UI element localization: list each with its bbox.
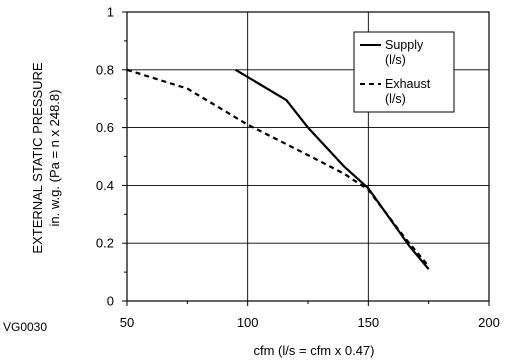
y-tick-label: 0.2 [96, 236, 114, 251]
legend-exhaust-unit: (l/s) [385, 92, 406, 106]
y-tick-label: 0 [107, 294, 114, 309]
y-tick-label: 0.4 [96, 178, 114, 193]
legend-supply-unit: (l/s) [385, 53, 406, 67]
legend-exhaust-label: Exhaust [385, 77, 431, 91]
x-tick-label: 50 [120, 315, 134, 330]
x-tick-label: 150 [357, 315, 379, 330]
y-axis-subtitle: in. w.g. (Pa = n x 248.8) [47, 90, 62, 227]
y-tick-label: 0.6 [96, 120, 114, 135]
y-tick-label: 0.8 [96, 62, 114, 77]
series-layer [126, 68, 430, 270]
supply-series-line [235, 68, 430, 270]
legend-supply-label: Supply [385, 38, 424, 52]
exhaust-series-line [126, 68, 430, 268]
x-tick-label: 200 [478, 315, 500, 330]
figure-code: VG0030 [3, 320, 47, 334]
y-axis-title: EXTERNAL STATIC PRESSURE [30, 62, 45, 254]
x-axis-title: cfm (l/s = cfm x 0.47) [254, 343, 375, 358]
legend: Supply (l/s) Exhaust (l/s) [353, 31, 455, 113]
x-tick-label: 100 [237, 315, 259, 330]
y-tick-label: 1 [107, 5, 114, 20]
